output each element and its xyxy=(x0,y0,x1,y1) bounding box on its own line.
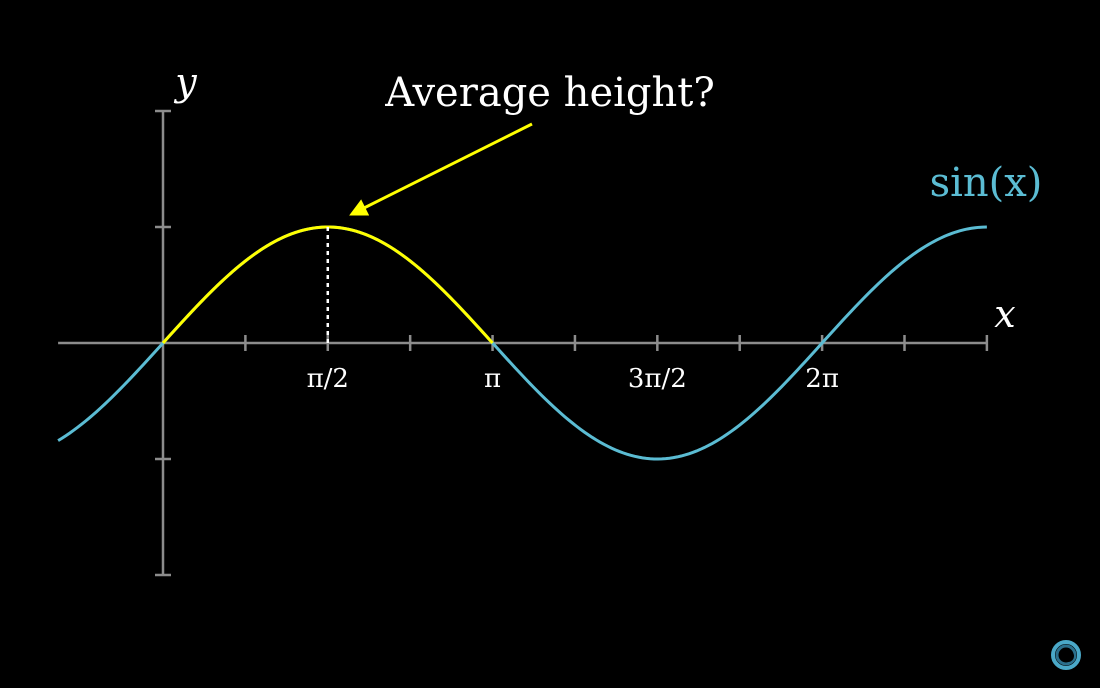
x-tick-labels: π/2 π 3π/2 2π xyxy=(307,364,839,394)
x-tick-label: 3π/2 xyxy=(628,364,687,394)
annotation-arrow xyxy=(349,122,533,216)
x-tick-label: π/2 xyxy=(307,364,349,394)
x-tick-label: 2π xyxy=(805,364,839,394)
y-ticks xyxy=(155,109,171,577)
x-axis-label: x xyxy=(994,292,1015,336)
x-tick-label: π xyxy=(484,364,501,394)
series-label: sin(x) xyxy=(930,160,1043,206)
axes xyxy=(58,111,987,575)
pi-creature-logo-icon xyxy=(1051,640,1081,670)
y-axis-label: y xyxy=(173,60,197,104)
annotation-text: Average height? xyxy=(384,70,715,116)
